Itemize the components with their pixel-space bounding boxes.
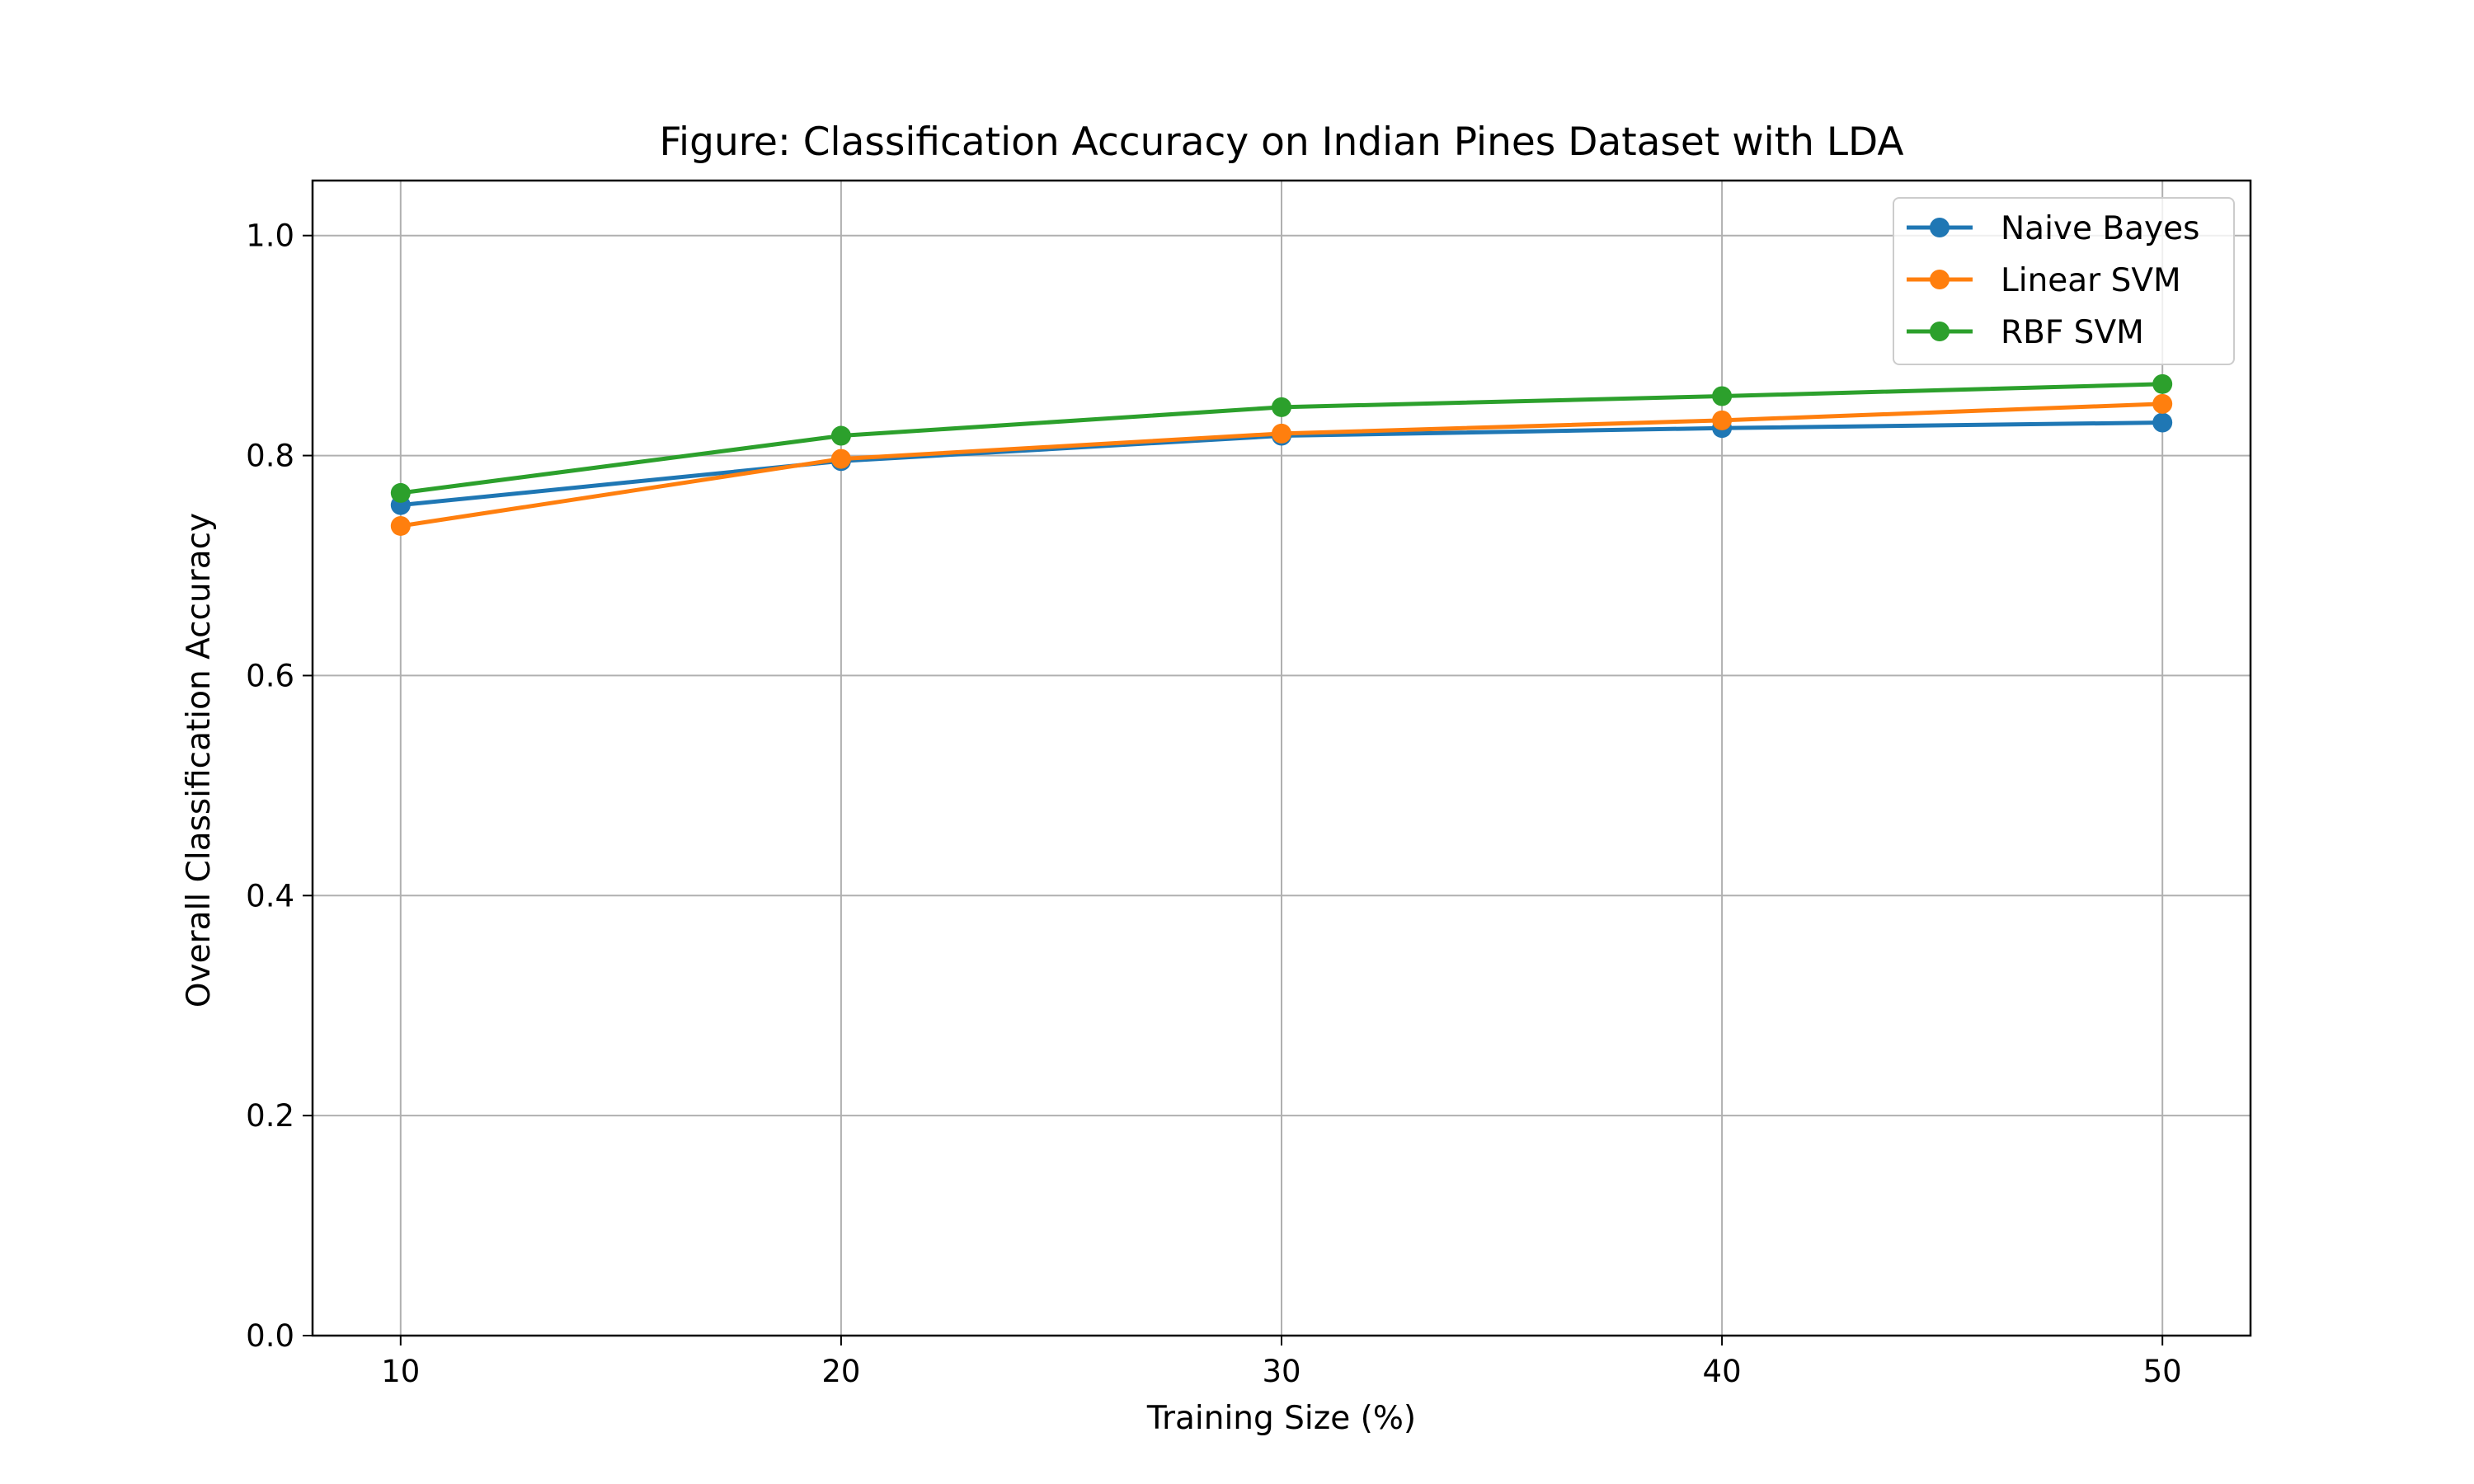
y-tick-label: 0.0	[246, 1318, 294, 1354]
data-point-rbf-svm	[2152, 373, 2173, 394]
y-tick-label: 0.8	[246, 439, 294, 474]
series-rbf-svm	[390, 373, 2173, 503]
legend-box	[1893, 197, 2235, 365]
x-axis-title: Training Size (%)	[1146, 1400, 1416, 1437]
data-point-linear-svm	[1272, 423, 1291, 444]
y-tick-label: 0.4	[246, 878, 294, 913]
legend-label: Linear SVM	[2001, 262, 2181, 299]
chart-title: Figure: Classification Accuracy on India…	[659, 120, 1903, 165]
series-linear-svm	[390, 393, 2173, 536]
legend-label: Naive Bayes	[2001, 210, 2199, 247]
y-axis-ticks: 0.0 0.2 0.4 0.6 0.8 1.0	[246, 218, 313, 1354]
y-tick-label: 1.0	[246, 218, 294, 254]
data-point-rbf-svm	[1712, 386, 1733, 406]
data-point-rbf-svm	[390, 482, 411, 503]
legend-item-linear-svm: Linear SVM	[1907, 262, 2181, 299]
y-axis-title: Overall Classification Accuracy	[181, 513, 218, 1007]
data-point-linear-svm	[1712, 410, 1733, 430]
data-point-linear-svm	[2152, 393, 2173, 414]
data-point-rbf-svm	[830, 425, 851, 446]
data-point-linear-svm	[830, 448, 851, 469]
legend-item-naive-bayes: Naive Bayes	[1907, 210, 2199, 247]
y-tick-label: 0.2	[246, 1098, 294, 1134]
y-tick-label: 0.6	[246, 658, 294, 693]
x-tick-label: 10	[381, 1354, 420, 1389]
legend-label: RBF SVM	[2001, 314, 2144, 351]
legend: Naive Bayes Linear SVM RBF SVM	[1893, 197, 2235, 365]
legend-swatch-marker	[1930, 322, 1950, 341]
data-point-rbf-svm	[1272, 397, 1291, 417]
legend-swatch-marker	[1930, 270, 1950, 289]
x-tick-label: 50	[2143, 1354, 2182, 1389]
x-tick-label: 30	[1262, 1354, 1300, 1389]
legend-swatch-marker	[1930, 218, 1950, 237]
x-tick-label: 20	[821, 1354, 860, 1389]
legend-item-rbf-svm: RBF SVM	[1907, 314, 2144, 351]
data-point-linear-svm	[390, 515, 411, 536]
series-layer	[390, 373, 2173, 536]
x-tick-label: 40	[1703, 1354, 1742, 1389]
data-point-naive-bayes	[2152, 412, 2173, 433]
x-axis-ticks: 10 20 30 40 50	[381, 1336, 2182, 1389]
